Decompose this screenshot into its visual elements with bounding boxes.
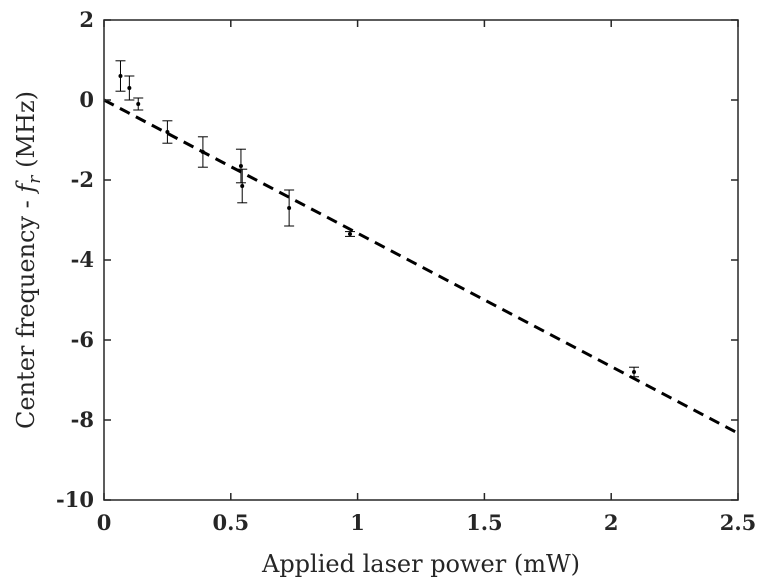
data-point <box>165 130 170 134</box>
data-point <box>238 164 243 168</box>
x-tick-label: 1 <box>350 510 365 535</box>
x-tick-label: 0 <box>97 510 112 535</box>
data-point <box>118 74 123 78</box>
y-axis-label-prefix: Center frequency - <box>12 193 40 429</box>
x-tick-label: 0.5 <box>213 510 250 535</box>
x-axis-label: Applied laser power (mW) <box>261 550 580 578</box>
data-point <box>347 232 352 236</box>
plot-frame <box>103 19 739 501</box>
data-point <box>136 102 141 106</box>
x-tick-label: 2 <box>604 510 619 535</box>
fit-line <box>103 98 739 435</box>
x-tick-label: 2.5 <box>720 510 757 535</box>
y-axis-label-suffix: (MHz) <box>12 91 40 176</box>
data-point <box>200 150 205 154</box>
y-axis-label-subscript: r <box>25 175 45 184</box>
data-point <box>127 86 132 90</box>
y-tick-label: -4 <box>71 247 94 272</box>
plot-marks <box>103 60 739 435</box>
x-tick-label: 1.5 <box>466 510 503 535</box>
y-tick-label: -6 <box>71 327 94 352</box>
y-tick-label: -10 <box>56 487 94 512</box>
data-point <box>632 370 637 374</box>
y-tick-label: -2 <box>71 167 94 192</box>
data-point <box>287 206 292 210</box>
y-tick-label: 0 <box>79 87 94 112</box>
data-point <box>240 184 245 188</box>
axis-ticks <box>103 19 739 501</box>
y-axis-label: Center frequency - fr (MHz) <box>12 91 45 429</box>
tick-labels: 0 0.5 1 1.5 2 2.5 -10 -8 -6 -4 -2 0 2 <box>56 7 756 535</box>
y-tick-label: 2 <box>79 7 94 32</box>
y-tick-label: -8 <box>71 407 94 432</box>
